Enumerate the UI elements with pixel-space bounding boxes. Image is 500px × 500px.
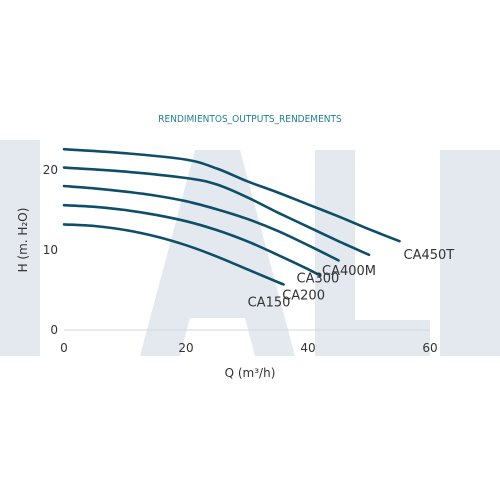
x-tick-label: 20 <box>178 341 193 355</box>
x-tick-label: 0 <box>60 341 68 355</box>
x-tick-labels: 0 20 40 60 <box>60 341 437 355</box>
y-tick-labels: 0 10 20 <box>43 163 58 337</box>
series-line-ca200 <box>62 203 322 277</box>
series-label-ca300: CA300 <box>297 271 340 286</box>
series-label-ca450t: CA450T <box>404 248 455 263</box>
series-line-ca450t <box>62 147 401 243</box>
series-line-ca150 <box>62 223 285 286</box>
chart-title: RENDIMIENTOS_OUTPUTS_RENDEMENTS <box>158 114 342 125</box>
y-tick-label: 0 <box>50 323 58 337</box>
background-watermark <box>0 140 500 356</box>
y-axis-label: H (m. H₂O) <box>16 208 30 273</box>
y-tick-label: 10 <box>43 243 58 257</box>
x-axis-label: Q (m³/h) <box>225 366 276 380</box>
x-tick-label: 40 <box>300 341 315 355</box>
series-line-ca300 <box>62 184 340 262</box>
series-curves <box>62 147 401 286</box>
series-line-ca400m <box>62 166 371 257</box>
y-tick-label: 20 <box>43 163 58 177</box>
series-label-ca150: CA150 <box>248 295 291 310</box>
series-label-ca400m: CA400M <box>322 264 376 279</box>
x-tick-label: 60 <box>422 341 437 355</box>
series-label-ca200: CA200 <box>282 289 325 304</box>
